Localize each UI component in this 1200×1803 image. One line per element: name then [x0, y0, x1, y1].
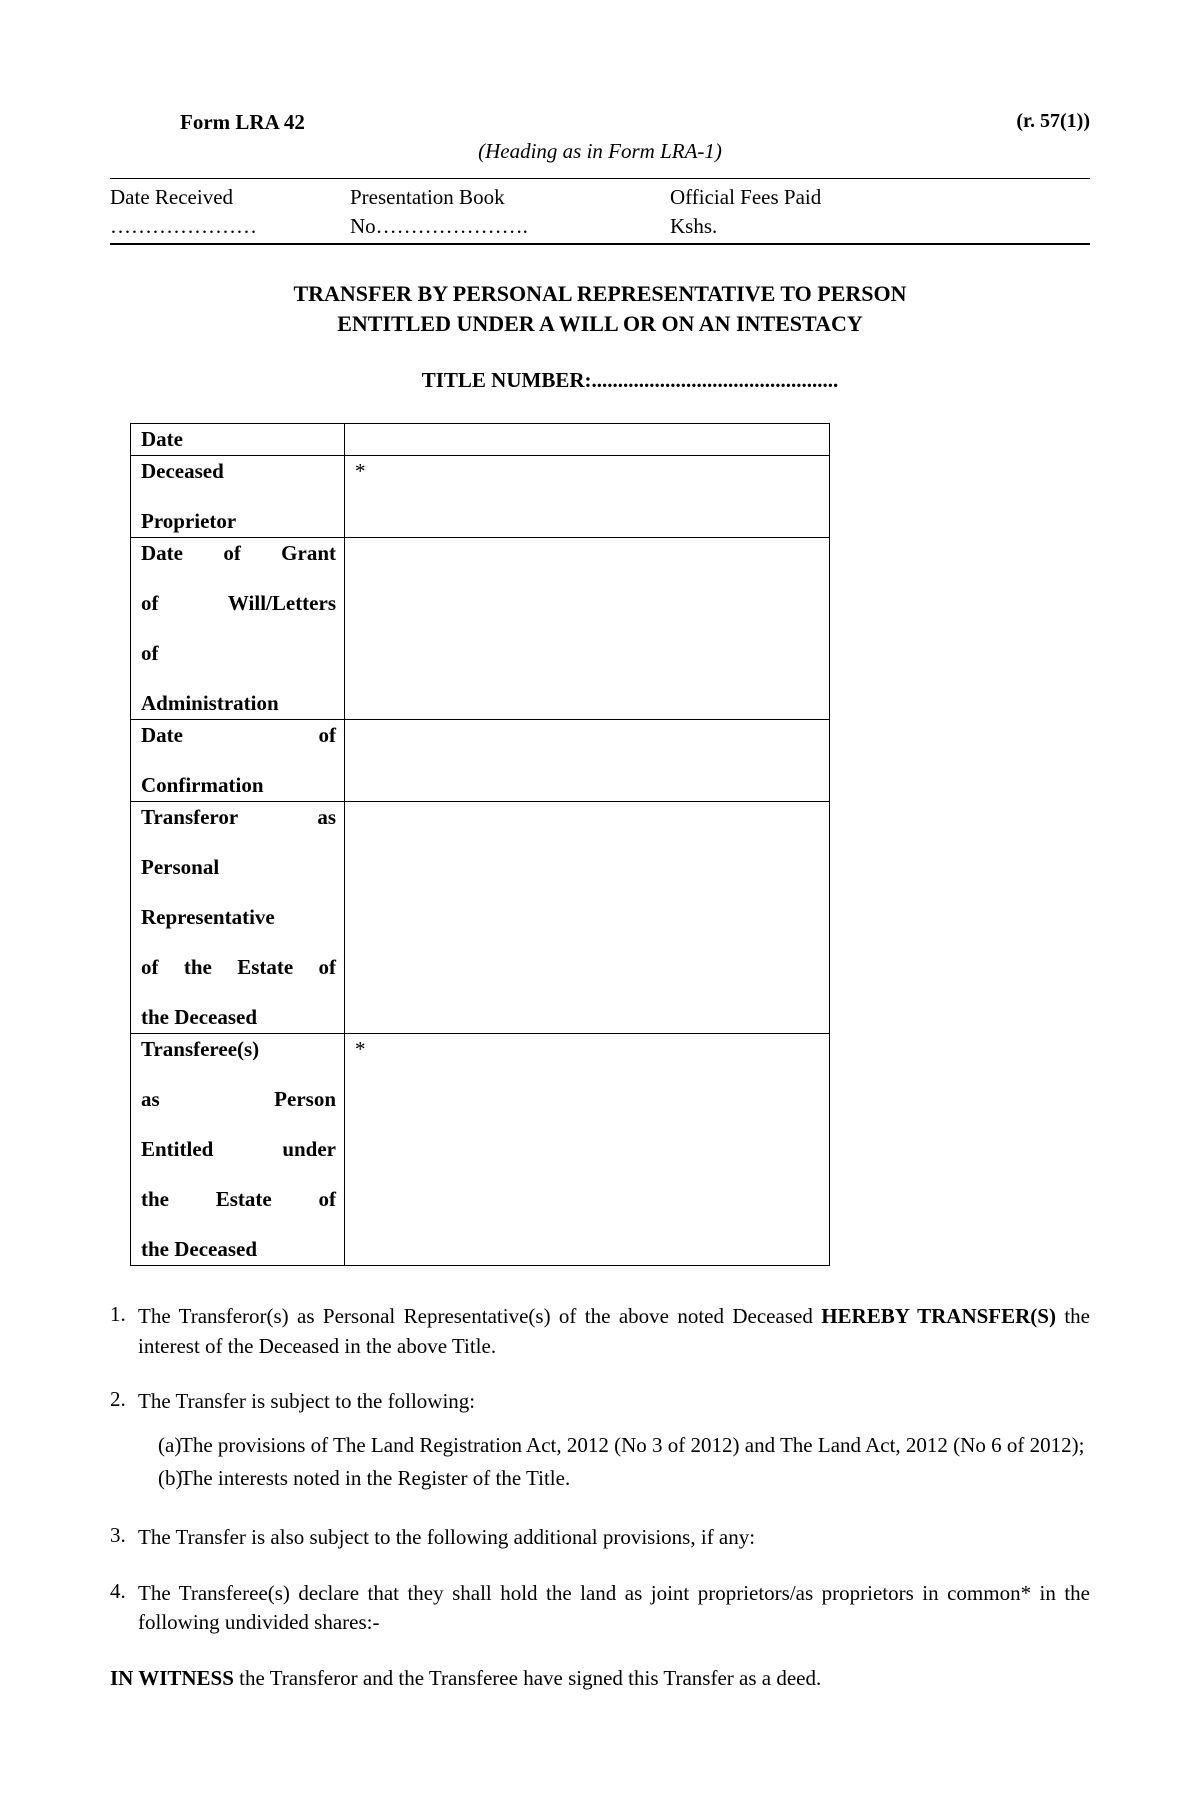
meta-row-2: ………………… No…………………. Kshs. [110, 214, 1090, 243]
clause-2b: (b) The interests noted in the Register … [138, 1464, 1090, 1493]
table-row: Transferor asPersonalRepresentativeof th… [131, 802, 830, 1034]
clause-number: 1. [110, 1302, 138, 1361]
date-received-value: ………………… [110, 214, 350, 239]
table-row: Transferee(s)as PersonEntitled underthe … [131, 1034, 830, 1266]
table-value-cell [345, 720, 830, 802]
form-details-table: DateDeceasedProprietor*Date of Grantof W… [130, 423, 830, 1266]
table-label-cell: DeceasedProprietor [131, 456, 345, 538]
fees-paid-value: Kshs. [670, 214, 1090, 239]
table-value-cell [345, 538, 830, 720]
clause-number: 4. [110, 1579, 138, 1638]
header-row: Form LRA 42 (r. 57(1)) [110, 110, 1090, 137]
table-row: Date of Grantof Will/LettersofAdministra… [131, 538, 830, 720]
page: Form LRA 42 (r. 57(1)) (Heading as in Fo… [0, 0, 1200, 1803]
table-value-cell: * [345, 456, 830, 538]
clause-4: 4. The Transferee(s) declare that they s… [110, 1579, 1090, 1638]
presentation-book-no: No…………………. [350, 214, 670, 239]
clause-1: 1. The Transferor(s) as Personal Represe… [110, 1302, 1090, 1361]
clause-1-pre: The Transferor(s) as Personal Representa… [138, 1304, 821, 1328]
clause-number: 3. [110, 1523, 138, 1552]
table-row: Date ofConfirmation [131, 720, 830, 802]
bottom-rule [110, 243, 1090, 245]
date-received-label: Date Received [110, 185, 350, 210]
clause-2b-text: The interests noted in the Register of t… [180, 1464, 1090, 1493]
table-label-cell: Transferee(s)as PersonEntitled underthe … [131, 1034, 345, 1266]
table-value-cell [345, 802, 830, 1034]
table-label-cell: Date of Grantof Will/LettersofAdministra… [131, 538, 345, 720]
clause-3-text: The Transfer is also subject to the foll… [138, 1523, 1090, 1552]
title-number: TITLE NUMBER:...........................… [110, 368, 1090, 393]
table-row: DeceasedProprietor* [131, 456, 830, 538]
fees-paid-label: Official Fees Paid [670, 185, 1090, 210]
clause-1-bold: HEREBY TRANSFER(S) [821, 1304, 1056, 1328]
clause-4-text: The Transferee(s) declare that they shal… [138, 1579, 1090, 1638]
clause-number: 2. [110, 1387, 138, 1497]
table-label-cell: Date [131, 424, 345, 456]
table-label-cell: Transferor asPersonalRepresentativeof th… [131, 802, 345, 1034]
clauses: 1. The Transferor(s) as Personal Represe… [110, 1302, 1090, 1637]
clause-3: 3. The Transfer is also subject to the f… [110, 1523, 1090, 1552]
table-value-cell: * [345, 1034, 830, 1266]
clause-2-sublist: (a) The provisions of The Land Registrat… [138, 1431, 1090, 1494]
sub-letter: (a) [138, 1431, 180, 1460]
heading-note: (Heading as in Form LRA-1) [110, 139, 1090, 164]
clause-2a: (a) The provisions of The Land Registrat… [138, 1431, 1090, 1460]
title-line-2: ENTITLED UNDER A WILL OR ON AN INTESTACY [337, 311, 863, 336]
clause-2a-text: The provisions of The Land Registration … [180, 1431, 1090, 1460]
title-number-dots: ........................................… [592, 368, 839, 392]
document-title: TRANSFER BY PERSONAL REPRESENTATIVE TO P… [110, 279, 1090, 338]
table-row: Date [131, 424, 830, 456]
witness-statement: IN WITNESS the Transferor and the Transf… [110, 1664, 1090, 1693]
witness-text: the Transferor and the Transferee have s… [234, 1666, 821, 1690]
presentation-book-label: Presentation Book [350, 185, 670, 210]
table-value-cell [345, 424, 830, 456]
title-number-label: TITLE NUMBER: [422, 368, 592, 392]
table-label-cell: Date ofConfirmation [131, 720, 345, 802]
clause-1-text: The Transferor(s) as Personal Representa… [138, 1302, 1090, 1361]
rule-reference: (r. 57(1)) [1016, 110, 1090, 135]
clause-2-intro: The Transfer is subject to the following… [138, 1389, 475, 1413]
meta-row-1: Date Received Presentation Book Official… [110, 179, 1090, 214]
title-line-1: TRANSFER BY PERSONAL REPRESENTATIVE TO P… [293, 281, 906, 306]
clause-2: 2. The Transfer is subject to the follow… [110, 1387, 1090, 1497]
clause-2-text: The Transfer is subject to the following… [138, 1387, 1090, 1497]
witness-bold: IN WITNESS [110, 1666, 234, 1690]
form-name: Form LRA 42 [180, 110, 305, 135]
sub-letter: (b) [138, 1464, 180, 1493]
